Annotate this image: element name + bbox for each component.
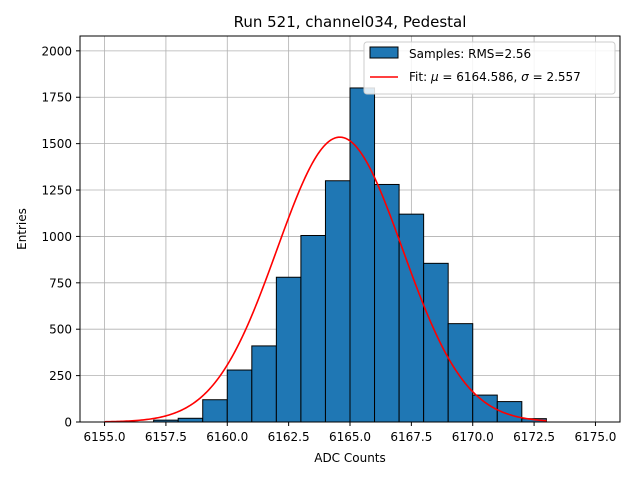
chart-title: Run 521, channel034, Pedestal xyxy=(234,13,467,31)
legend-fit-mu-symbol: μ xyxy=(430,70,439,84)
y-tick-label: 1500 xyxy=(41,137,72,151)
x-tick-label: 6157.5 xyxy=(145,430,187,444)
fit-curve xyxy=(104,136,547,423)
x-tick-label: 6160.0 xyxy=(206,430,248,444)
legend-fit-prefix: Fit: xyxy=(409,70,431,84)
y-tick-label: 1000 xyxy=(41,230,72,244)
histogram-bar xyxy=(177,417,204,423)
x-tick-label: 6155.0 xyxy=(84,430,126,444)
x-tick-label: 6162.5 xyxy=(268,430,310,444)
x-tick-label: 6170.0 xyxy=(452,430,494,444)
legend-bar-swatch xyxy=(369,46,399,59)
y-tick-label: 1250 xyxy=(41,184,72,198)
histogram-bar xyxy=(251,345,277,423)
y-tick-label: 2000 xyxy=(41,44,72,58)
legend-fit-sigma-symbol: σ xyxy=(521,70,529,84)
x-tick-label: 6172.5 xyxy=(513,430,555,444)
histogram-bar xyxy=(349,87,376,423)
legend: Samples: RMS=2.56 Fit: μ = 6164.586, σ =… xyxy=(363,41,616,95)
legend-samples-label: Samples: RMS=2.56 xyxy=(409,47,531,61)
x-tick-label: 6167.5 xyxy=(390,430,432,444)
x-tick-label: 6175.0 xyxy=(574,430,616,444)
legend-fit-sigma-value: = 2.557 xyxy=(529,70,581,84)
x-tick-label: 6165.0 xyxy=(329,430,371,444)
y-tick-label: 250 xyxy=(49,369,72,383)
histogram-bar xyxy=(275,276,302,423)
y-axis-ticks: 0 250 500 750 1000 1250 1500 1750 2000 xyxy=(41,44,80,430)
histogram-bars xyxy=(153,87,547,423)
histogram-bar xyxy=(226,369,253,423)
histogram-bar xyxy=(300,234,326,423)
histogram-bar xyxy=(423,262,449,423)
legend-fit-mu-value: = 6164.586, xyxy=(439,70,522,84)
x-axis-label: ADC Counts xyxy=(314,451,386,465)
x-axis-ticks: 6155.0 6157.5 6160.0 6162.5 6165.0 6167.5 6170… xyxy=(84,422,616,444)
histogram-bar xyxy=(374,183,400,423)
y-axis-label: Entries xyxy=(15,208,29,250)
histogram-bar xyxy=(324,180,351,423)
legend-fit-label: Fit: μ = 6164.586, σ = 2.557 xyxy=(409,70,581,84)
histogram-bar xyxy=(202,399,228,423)
y-tick-label: 500 xyxy=(49,323,72,337)
legend-box xyxy=(363,41,616,95)
histogram-bar xyxy=(398,213,425,423)
y-tick-label: 0 xyxy=(64,416,72,430)
y-tick-label: 1750 xyxy=(41,91,72,105)
histogram-bar xyxy=(447,323,474,423)
y-tick-label: 750 xyxy=(49,276,72,290)
